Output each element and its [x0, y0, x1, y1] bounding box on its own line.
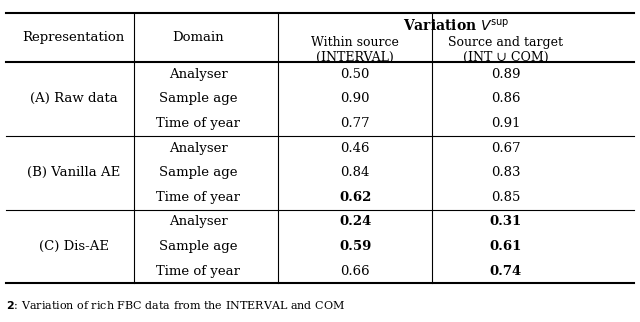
Text: 0.62: 0.62 — [339, 191, 371, 204]
Text: Sample age: Sample age — [159, 166, 237, 179]
Text: 0.59: 0.59 — [339, 240, 371, 253]
Text: Analyser: Analyser — [169, 215, 228, 228]
Text: (A) Raw data: (A) Raw data — [29, 92, 118, 105]
Text: Sample age: Sample age — [159, 240, 237, 253]
Text: $\mathbf{2}$: Variation of rich FBC data from the INTERVAL and COM: $\mathbf{2}$: Variation of rich FBC data… — [6, 298, 346, 311]
Text: Domain: Domain — [173, 31, 224, 44]
Text: Time of year: Time of year — [156, 265, 241, 278]
Text: (C) Dis-AE: (C) Dis-AE — [38, 240, 109, 253]
Text: 0.84: 0.84 — [340, 166, 370, 179]
Text: 0.61: 0.61 — [490, 240, 522, 253]
Text: Sample age: Sample age — [159, 92, 237, 105]
Text: 0.46: 0.46 — [340, 142, 370, 155]
Text: (B) Vanilla AE: (B) Vanilla AE — [27, 166, 120, 179]
Text: Analyser: Analyser — [169, 68, 228, 81]
Text: Time of year: Time of year — [156, 117, 241, 130]
Text: 0.66: 0.66 — [340, 265, 370, 278]
Text: 0.24: 0.24 — [339, 215, 371, 228]
Text: Analyser: Analyser — [169, 142, 228, 155]
Text: 0.74: 0.74 — [490, 265, 522, 278]
Text: 0.50: 0.50 — [340, 68, 370, 81]
Text: 0.85: 0.85 — [491, 191, 520, 204]
Text: 0.31: 0.31 — [490, 215, 522, 228]
Text: 0.67: 0.67 — [491, 142, 520, 155]
Text: Variation $V^{\mathrm{sup}}$: Variation $V^{\mathrm{sup}}$ — [403, 17, 509, 33]
Text: 0.83: 0.83 — [491, 166, 520, 179]
Text: 0.90: 0.90 — [340, 92, 370, 105]
Text: Time of year: Time of year — [156, 191, 241, 204]
Text: 0.86: 0.86 — [491, 92, 520, 105]
Text: Representation: Representation — [22, 31, 125, 44]
Text: 0.89: 0.89 — [491, 68, 520, 81]
Text: 0.91: 0.91 — [491, 117, 520, 130]
Text: 0.77: 0.77 — [340, 117, 370, 130]
Text: Within source
(INTERVAL): Within source (INTERVAL) — [311, 36, 399, 64]
Text: Source and target
(INT ∪ COM): Source and target (INT ∪ COM) — [448, 36, 563, 64]
